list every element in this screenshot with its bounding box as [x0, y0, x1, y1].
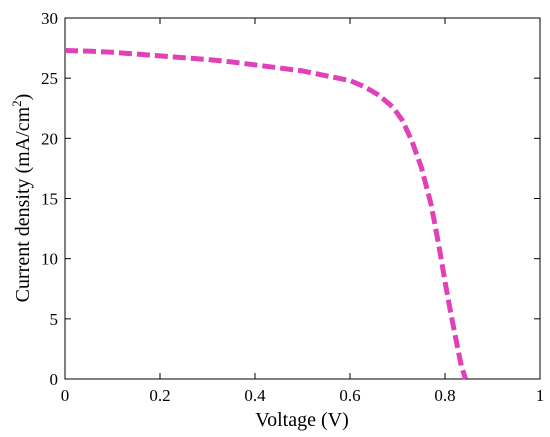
series-group [64, 48, 468, 380]
x-tick-label: 1 [536, 386, 545, 405]
y-tick-label: 15 [41, 190, 58, 209]
y-axis-label-text: Current density (mA/cm [12, 106, 34, 302]
x-tick-label: 0.4 [244, 386, 266, 405]
axis-ticks [64, 17, 541, 380]
x-axis-label: Voltage (V) [255, 409, 349, 431]
y-tick-labels: 0 5 10 15 20 25 30 [41, 9, 58, 389]
y-axis-label-suffix: ) [12, 94, 34, 101]
x-tick-label: 0.2 [149, 386, 170, 405]
y-axis-label: Current density (mA/cm2) [9, 94, 34, 303]
y-tick-label: 0 [50, 370, 59, 389]
y-tick-label: 20 [41, 129, 58, 148]
y-tick-label: 5 [50, 310, 59, 329]
x-tick-labels: 0 0.2 0.4 0.6 0.8 1 [61, 386, 545, 405]
x-tick-label: 0.8 [434, 386, 455, 405]
y-tick-label: 25 [41, 69, 58, 88]
plot-area [64, 17, 541, 380]
series-line [64, 48, 468, 380]
y-axis-label-superscript: 2 [9, 100, 24, 107]
y-tick-label: 30 [41, 9, 58, 28]
y-tick-label: 10 [41, 250, 58, 269]
x-tick-label: 0.6 [339, 386, 360, 405]
x-tick-label: 0 [61, 386, 70, 405]
